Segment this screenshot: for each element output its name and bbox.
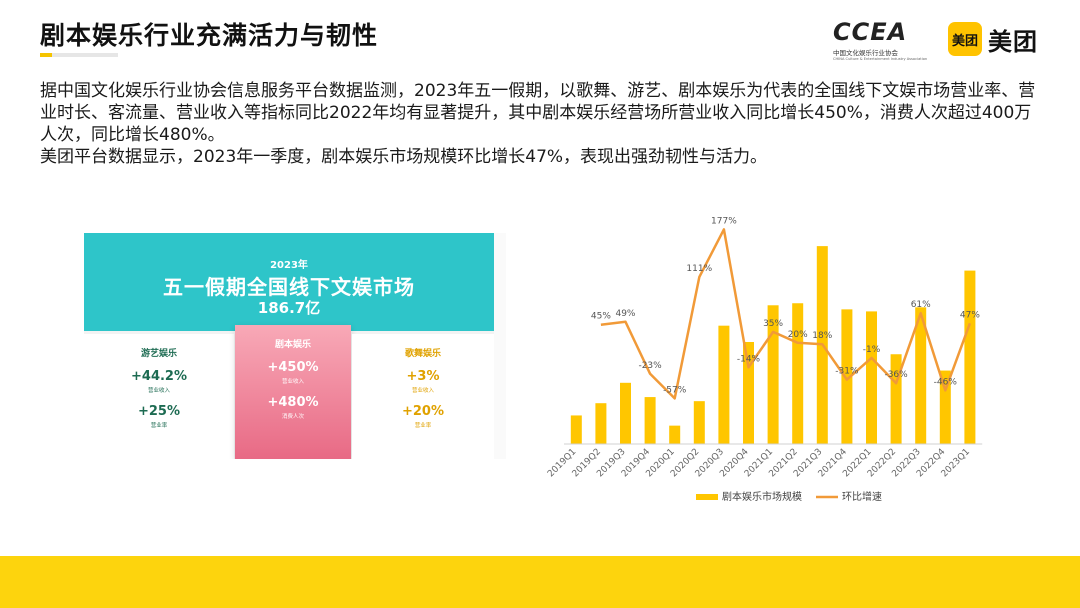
legend-line-label: 环比增速 [842, 490, 882, 503]
data-label-2020Q2: 111% [686, 264, 712, 274]
bar-2019Q4 [644, 397, 656, 444]
bar-2020Q2 [693, 401, 705, 444]
bar-2022Q2 [890, 354, 902, 444]
data-label-2020Q3: 177% [711, 216, 737, 226]
may-day-market-panel: 2023年 五一假期全国线下文娱市场 186.7亿 游艺娱乐 +44.2% 营业… [84, 233, 506, 459]
meituan-logo: 美团 美团 [948, 22, 1038, 56]
bar-2021Q4 [841, 309, 853, 444]
data-label-2020Q1: -57% [663, 385, 687, 395]
data-label-2019Q3: 49% [615, 309, 635, 319]
bar-2022Q3 [915, 307, 927, 444]
ccea-logo-cn: 中国文化娱乐行业协会 [833, 49, 898, 57]
card-label-1: 营业收入 [281, 379, 304, 385]
card-value-2: +480% [267, 395, 319, 410]
data-label-2022Q4: -46% [934, 377, 958, 387]
panel-total: 186.7亿 [257, 299, 321, 317]
card-name: 剧本娱乐 [274, 340, 311, 350]
ccea-logo-mark: CCEA [833, 18, 908, 46]
meituan-badge-icon: 美团 [948, 22, 982, 56]
card-label-2: 消费人次 [281, 414, 304, 420]
card-name: 歌舞娱乐 [404, 349, 441, 359]
card-label-1: 营业收入 [147, 388, 170, 394]
bar-2020Q1 [669, 425, 681, 444]
card-karaoke-entertainment: 歌舞娱乐 +3% 营业收入 +20% 营业率 [352, 334, 494, 459]
ccea-logo: CCEA 中国文化娱乐行业协会 CHINA Culture & Entertai… [833, 20, 933, 62]
bar-2021Q2 [792, 303, 804, 444]
title-underline [52, 53, 118, 57]
bar-2022Q4 [939, 370, 951, 444]
bar-series [570, 246, 976, 444]
data-label-2020Q4: -14% [737, 354, 761, 364]
card-value-1: +44.2% [131, 369, 187, 384]
card-name: 游艺娱乐 [140, 349, 177, 359]
title-accent-bar [40, 53, 52, 57]
card-label-1: 营业收入 [411, 388, 434, 394]
panel-year: 2023年 [270, 260, 308, 271]
data-label-2019Q2: 45% [591, 312, 611, 322]
line-series: 45% 49% -23% -57% 111% 177% -14% 35% 20% 18% -31% -… [591, 216, 980, 400]
data-label-2021Q2: 20% [788, 330, 808, 340]
legend-bar-label: 剧本娱乐市场规模 [722, 490, 802, 503]
card-value-1: +450% [267, 360, 319, 375]
page-title: 剧本娱乐行业充满活力与韧性 [40, 21, 379, 50]
bar-2022Q1 [866, 311, 877, 444]
body-text: 据中国文化娱乐行业协会信息服务平台数据监测，2023年五一假期，以歌舞、游艺、剧… [40, 80, 1040, 168]
bar-2020Q4 [743, 342, 754, 444]
data-label-2022Q1: -1% [863, 345, 881, 355]
data-label-2022Q3: 61% [911, 300, 931, 310]
data-label-2019Q4: -23% [638, 361, 662, 371]
data-label-2022Q2: -36% [884, 370, 908, 380]
chart-legend: 剧本娱乐市场规模 环比增速 [696, 490, 882, 503]
paragraph-1: 据中国文化娱乐行业协会信息服务平台数据监测，2023年五一假期，以歌舞、游艺、剧… [40, 81, 1036, 145]
card-arcade-entertainment: 游艺娱乐 +44.2% 营业收入 +25% 营业率 [84, 334, 234, 459]
growth-rate-line [600, 228, 972, 400]
bar-2023Q1 [964, 270, 976, 444]
x-tick-labels: 2019Q12019Q22019Q32019Q42020Q12020Q22020… [546, 447, 972, 480]
data-label-2021Q3: 18% [812, 331, 832, 341]
panel-header-bg [84, 233, 494, 331]
bar-2020Q3 [718, 325, 730, 444]
data-label-2021Q1: 35% [763, 319, 783, 329]
paragraph-2: 美团平台数据显示，2023年一季度，剧本娱乐市场规模环比增长47%，表现出强劲韧… [40, 147, 768, 167]
legend-bar-swatch [696, 494, 718, 500]
bar-2019Q1 [570, 415, 582, 444]
data-label-2021Q4: -31% [835, 367, 859, 377]
ccea-logo-en: CHINA Culture & Entertainment Industry A… [833, 57, 928, 61]
card-label-2: 营业率 [150, 423, 168, 429]
bar-2021Q1 [767, 305, 779, 444]
panel-title: 五一假期全国线下文娱市场 [163, 275, 415, 299]
bar-2019Q2 [595, 403, 607, 444]
footer-band [0, 556, 1080, 608]
bar-2019Q3 [620, 382, 631, 444]
card-script-entertainment: 剧本娱乐 +450% 营业收入 +480% 消费人次 [235, 325, 351, 459]
card-value-2: +20% [401, 404, 444, 419]
meituan-wordmark: 美团 [988, 27, 1038, 56]
market-size-chart: 45% 49% -23% -57% 111% 177% -14% 35% 20% 18% -31% -… [546, 216, 983, 503]
panel-right-edge [494, 233, 506, 459]
card-value-2: +25% [137, 404, 180, 419]
card-value-1: +3% [406, 369, 440, 384]
data-label-2023Q1: 47% [960, 310, 980, 320]
card-label-2: 营业率 [414, 423, 432, 429]
